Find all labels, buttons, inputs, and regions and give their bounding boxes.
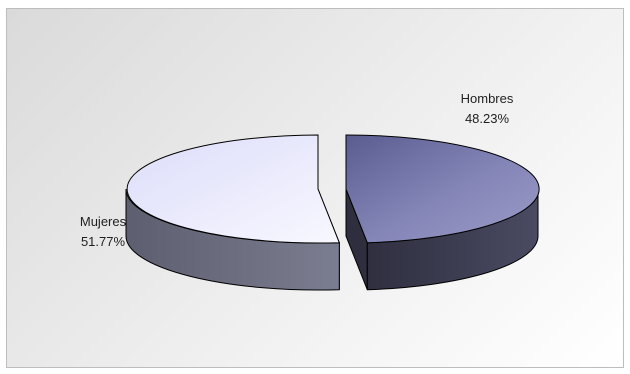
slice-label-hombres-value: 48.23% [465,111,510,126]
slice-label-mujeres-value: 51.77% [81,234,126,249]
slice-mujeres [126,134,341,244]
slice-label-mujeres-name: Mujeres [80,214,127,229]
slice-label-hombres-name: Hombres [461,91,514,106]
slice-hombres [345,134,540,244]
